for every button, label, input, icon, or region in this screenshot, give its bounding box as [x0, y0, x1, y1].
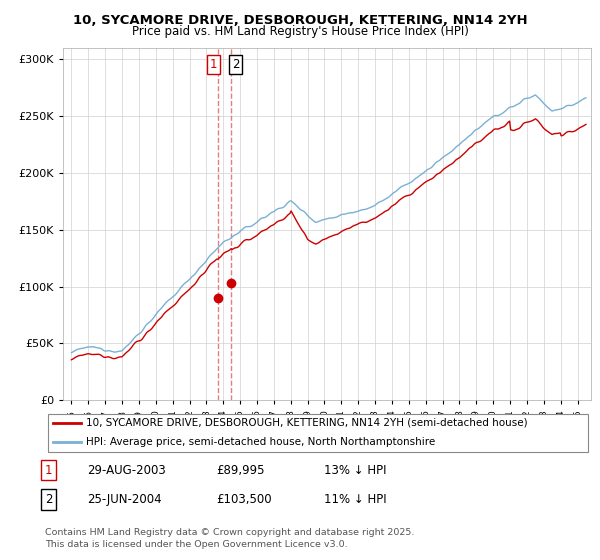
- Text: Contains HM Land Registry data © Crown copyright and database right 2025.
This d: Contains HM Land Registry data © Crown c…: [45, 528, 415, 549]
- Text: £103,500: £103,500: [216, 493, 272, 506]
- Text: 11% ↓ HPI: 11% ↓ HPI: [324, 493, 386, 506]
- Text: HPI: Average price, semi-detached house, North Northamptonshire: HPI: Average price, semi-detached house,…: [86, 437, 435, 447]
- Text: £89,995: £89,995: [216, 464, 265, 477]
- Text: Price paid vs. HM Land Registry's House Price Index (HPI): Price paid vs. HM Land Registry's House …: [131, 25, 469, 38]
- Text: 2: 2: [45, 493, 53, 506]
- Text: 1: 1: [209, 58, 217, 71]
- Text: 10, SYCAMORE DRIVE, DESBOROUGH, KETTERING, NN14 2YH: 10, SYCAMORE DRIVE, DESBOROUGH, KETTERIN…: [73, 14, 527, 27]
- Text: 1: 1: [45, 464, 53, 477]
- Text: 10, SYCAMORE DRIVE, DESBOROUGH, KETTERING, NN14 2YH (semi-detached house): 10, SYCAMORE DRIVE, DESBOROUGH, KETTERIN…: [86, 418, 527, 428]
- Text: 29-AUG-2003: 29-AUG-2003: [87, 464, 166, 477]
- Text: 25-JUN-2004: 25-JUN-2004: [87, 493, 161, 506]
- Text: 2: 2: [232, 58, 239, 71]
- FancyBboxPatch shape: [48, 414, 589, 451]
- Text: 13% ↓ HPI: 13% ↓ HPI: [324, 464, 386, 477]
